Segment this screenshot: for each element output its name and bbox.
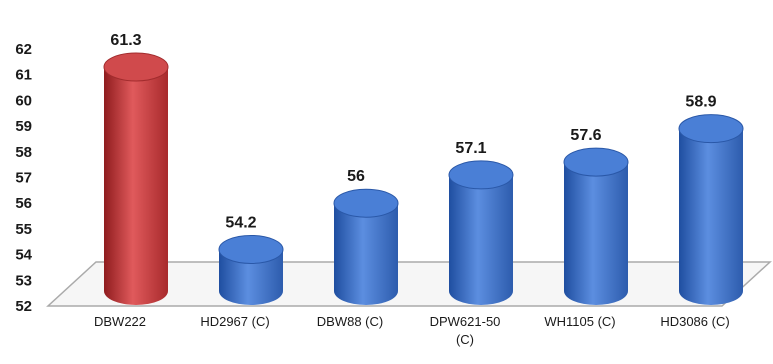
y-tick-label: 53 xyxy=(15,272,32,289)
y-tick-label: 62 xyxy=(15,41,32,58)
bar-top xyxy=(678,114,744,144)
bar-body xyxy=(449,174,513,305)
bar-top xyxy=(103,52,169,82)
data-label: 61.3 xyxy=(110,32,141,49)
bar-top xyxy=(448,160,514,190)
y-tick-label: 57 xyxy=(15,170,32,187)
category-label: DBW222 xyxy=(94,314,146,329)
y-tick-label: 52 xyxy=(15,298,32,315)
y-tick-label: 60 xyxy=(15,92,32,109)
bar-2 xyxy=(218,234,284,305)
y-tick-label: 56 xyxy=(15,195,32,212)
category-label: DPW621-50 (C) xyxy=(430,314,501,347)
bar-3 xyxy=(333,188,399,305)
y-tick-label: 61 xyxy=(15,67,32,84)
bar-body xyxy=(104,66,168,306)
bar-top xyxy=(218,234,284,264)
bar-5 xyxy=(563,147,629,305)
bar-top xyxy=(563,147,629,177)
data-labels: 61.3 54.2 56 57.1 57.6 58.9 xyxy=(110,32,716,231)
data-label: 56 xyxy=(347,168,365,185)
y-tick-label: 54 xyxy=(15,247,32,264)
data-label: 54.2 xyxy=(225,214,256,231)
bar-top xyxy=(333,188,399,218)
category-label: HD2967 (C) xyxy=(200,314,269,329)
y-tick-label: 59 xyxy=(15,118,32,135)
data-label: 58.9 xyxy=(685,94,716,111)
bars xyxy=(103,52,744,306)
bar-body xyxy=(564,162,628,305)
bar-1 xyxy=(103,52,169,306)
category-label: HD3086 (C) xyxy=(660,314,729,329)
y-tick-label: 58 xyxy=(15,144,32,161)
y-tick-label: 55 xyxy=(15,221,32,238)
bar-6 xyxy=(678,114,744,305)
bar-body xyxy=(219,249,283,305)
bar-body xyxy=(334,203,398,305)
y-axis-ticks: 52 53 54 55 56 57 58 59 60 61 62 xyxy=(15,41,32,315)
category-label: WH1105 (C) xyxy=(544,314,615,329)
x-axis-categories: DBW222 HD2967 (C) DBW88 (C) DPW621-50 (C) WH1… xyxy=(94,314,730,347)
bar-body xyxy=(679,128,743,305)
data-label: 57.6 xyxy=(570,127,601,144)
data-label: 57.1 xyxy=(455,140,486,157)
bar-4 xyxy=(448,160,514,305)
category-label: DBW88 (C) xyxy=(317,314,383,329)
